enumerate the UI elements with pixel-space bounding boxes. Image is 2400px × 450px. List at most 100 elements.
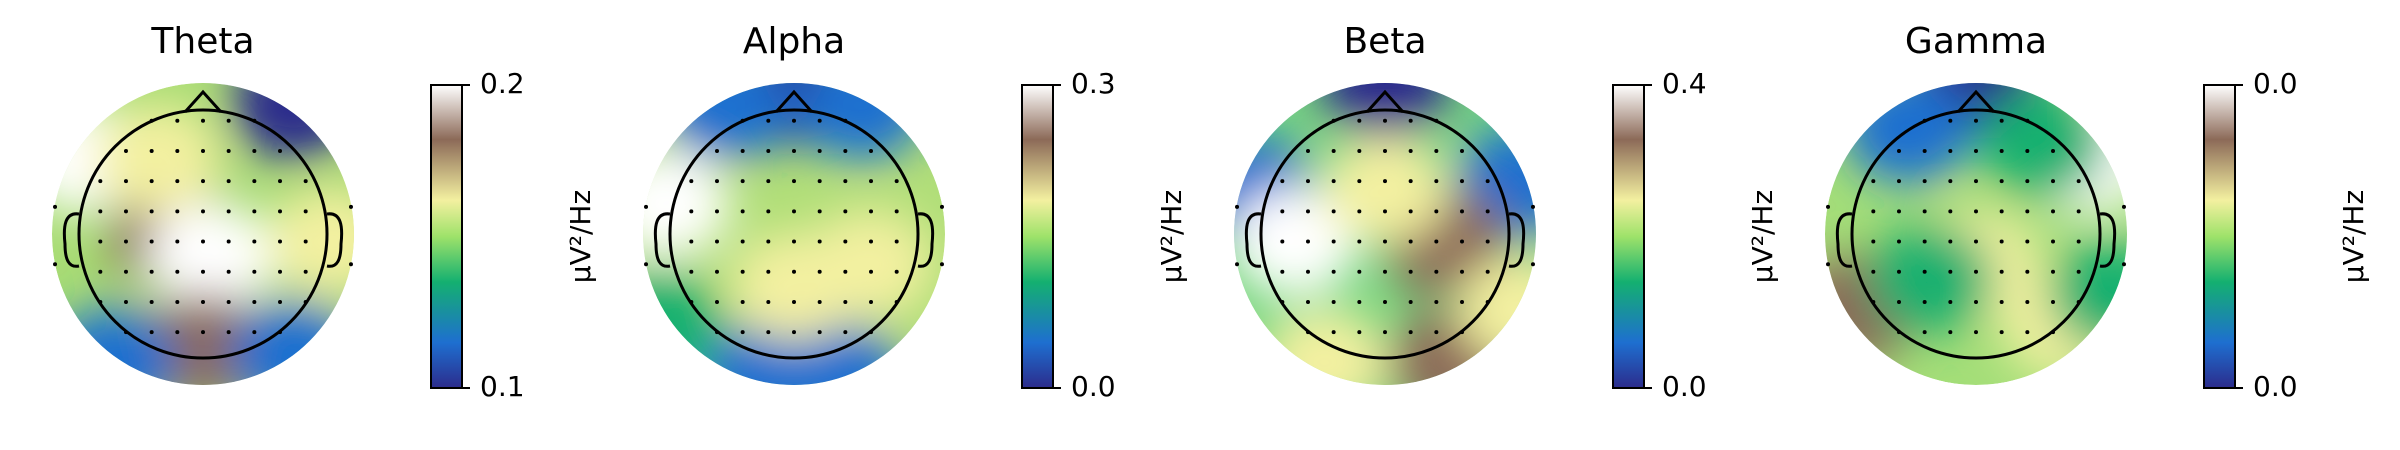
sensor [792,209,796,214]
sensor [2025,299,2030,304]
colorbar-tick-label: 0.0 [2253,370,2298,403]
sensor [1305,239,1310,244]
sensor [123,299,128,304]
sensor [1408,179,1413,184]
field-blob [147,202,274,312]
sensor [1948,209,1953,214]
sensor [2121,262,2126,267]
sensor [843,179,848,184]
sensor [1999,239,2004,244]
sensor [98,179,103,184]
sensor [1408,148,1413,153]
topomap-panel: Alpha 0.0 0.3 µV²/Hz [643,21,1188,403]
sensor [1999,209,2004,214]
sensor [252,269,257,274]
sensor [1408,209,1413,214]
sensor [740,118,745,123]
sensor [1871,269,1876,274]
field-blob [798,83,926,161]
sensor [740,299,745,304]
sensor [303,239,308,244]
sensor [817,118,822,123]
nose [774,89,814,114]
sensor [689,179,694,184]
sensor [817,179,822,184]
sensor [1383,269,1387,274]
field-blob [94,104,222,213]
sensor [1383,179,1387,184]
sensor [1871,209,1876,214]
sensor [201,299,205,304]
sensor [252,118,257,123]
sensor [1974,118,1978,123]
field-blob [1457,255,1536,364]
sensor [1948,118,1953,123]
sensor [1896,330,1901,335]
sensor [2076,209,2081,214]
sensor [1383,118,1387,123]
sensor [766,118,771,123]
topomap-panel: Beta 0.0 0.4 µV²/Hz [1234,21,1779,403]
sensor [894,299,899,304]
sensor [766,239,771,244]
sensor [123,330,128,335]
sensor [1485,179,1490,184]
sensor [226,239,231,244]
sensor [1999,299,2004,304]
field-blobs [643,83,933,385]
topomap-panel: Gamma 0.0 0.0 µV²/Hz [1825,21,2370,403]
sensor [843,299,848,304]
sensor [740,209,745,214]
sensor [1305,179,1310,184]
sensor [2051,299,2056,304]
sensor [123,148,128,153]
sensor [869,299,874,304]
sensor [1460,299,1465,304]
sensor [149,179,154,184]
sensor [843,269,848,274]
sensor [1357,269,1362,274]
field-blob [267,187,354,296]
sensor [843,148,848,153]
sensor [98,299,103,304]
sensor [123,209,128,214]
sensor [714,330,719,335]
sensor [303,209,308,214]
sensor [348,204,353,209]
sensor [53,204,58,209]
colorbar-tick-label: 0.4 [1662,67,1707,100]
sensor [894,179,899,184]
sensor [766,269,771,274]
sensor [817,209,822,214]
sensor [1999,179,2004,184]
field-blob [52,307,176,385]
sensor [714,299,719,304]
sensor [2025,148,2030,153]
sensor [740,179,745,184]
sensor [175,239,180,244]
sensor [1357,299,1362,304]
sensor [1305,299,1310,304]
sensor [278,209,283,214]
sensor [740,148,745,153]
nose [183,89,223,114]
sensor [1485,269,1490,274]
sensor [714,179,719,184]
sensor [1530,204,1535,209]
sensor [714,239,719,244]
sensor [766,179,771,184]
sensor [252,239,257,244]
sensor [869,179,874,184]
sensor [644,262,649,267]
sensor [226,118,231,123]
sensor [2121,204,2126,209]
sensor [1485,239,1490,244]
sensor [1948,330,1953,335]
sensor [1408,330,1413,335]
sensor [1383,330,1387,335]
sensor [1357,239,1362,244]
field [52,83,354,385]
sensor [226,148,231,153]
sensor [1331,330,1336,335]
